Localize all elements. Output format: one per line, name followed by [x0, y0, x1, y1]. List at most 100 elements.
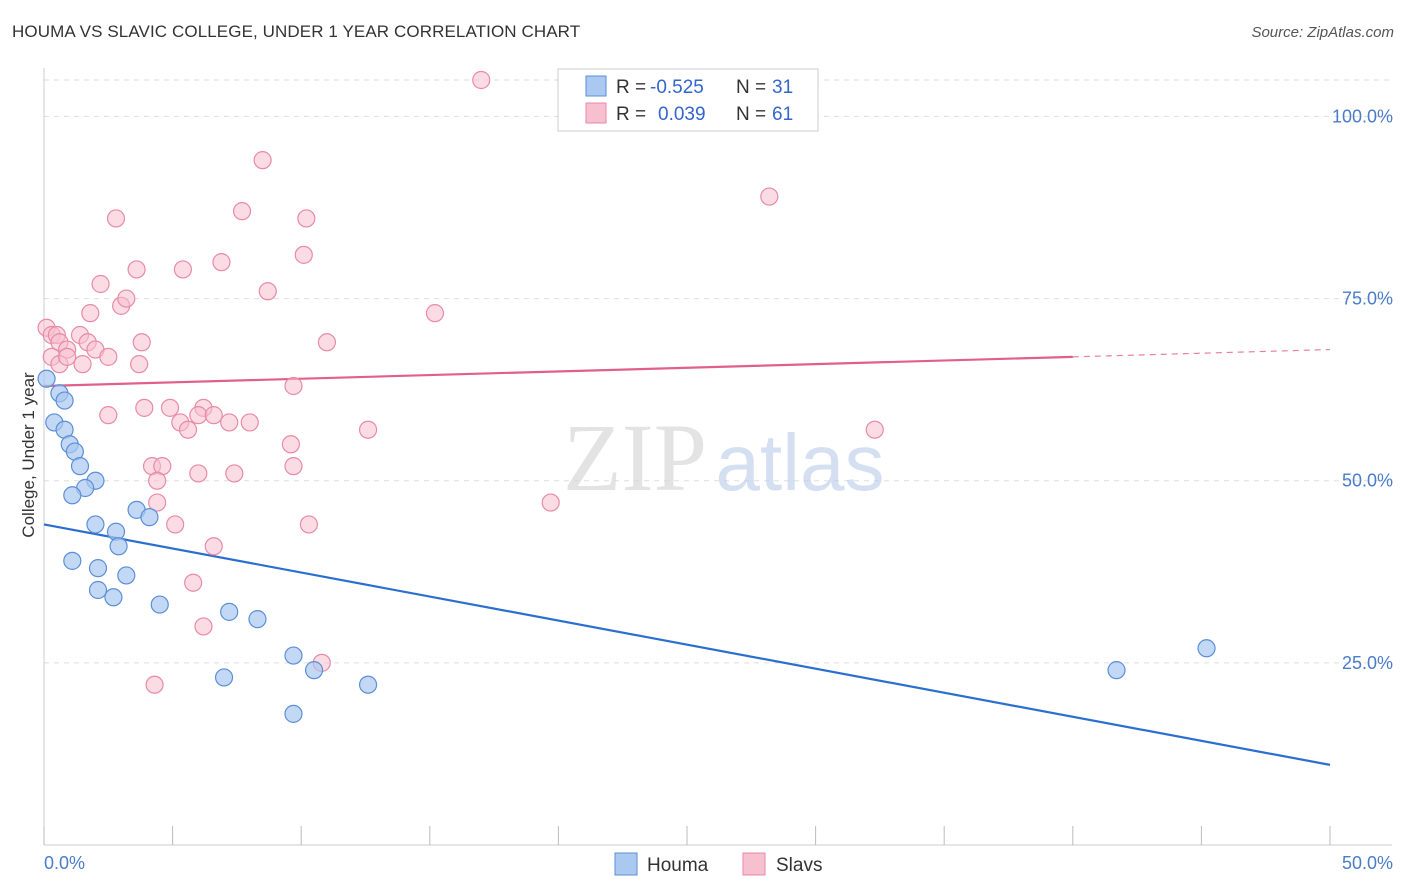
watermark-zip: ZIP: [563, 404, 707, 511]
slavs-point: [204, 537, 223, 556]
data-points: [37, 70, 1216, 723]
houma-point: [1107, 661, 1126, 680]
slavs-point: [189, 464, 208, 483]
houma-point: [214, 668, 234, 687]
watermark-atlas: atlas: [716, 418, 885, 507]
bottom-legend-swatch-slavs: [742, 852, 766, 876]
grid-lines: [44, 79, 1392, 664]
stats-legend: R = -0.525 N = 31 R = 0.039 N = 61: [557, 68, 819, 132]
axes: 25.0% 50.0% 75.0% 100.0% 0.0% 50.0%: [43, 68, 1393, 873]
legend-swatch-houma: [585, 75, 607, 97]
houma-point: [117, 566, 136, 585]
houma-point: [63, 551, 82, 570]
slavs-point: [541, 493, 560, 512]
houma-point: [70, 457, 90, 476]
slavs-point: [253, 151, 272, 170]
slavs-point: [99, 406, 118, 425]
slavs-point: [220, 413, 239, 432]
legend-n-value-houma: 31: [772, 77, 793, 98]
slavs-trend-line: [43, 355, 1073, 388]
legend-r-label-houma: R =: [616, 77, 646, 98]
houma-point: [358, 675, 378, 694]
legend-r-label-slavs: R =: [616, 104, 646, 125]
slavs-point: [145, 675, 164, 694]
houma-point: [109, 537, 128, 556]
houma-point: [150, 595, 169, 614]
slavs-point: [166, 515, 185, 534]
bottom-legend-swatch-houma: [614, 852, 638, 876]
y-tick-label: 100.0%: [1332, 106, 1393, 126]
slavs-point: [194, 617, 213, 636]
houma-point: [284, 646, 303, 665]
houma-point: [248, 610, 267, 629]
houma-point: [86, 515, 105, 534]
slavs-point: [91, 274, 110, 294]
slavs-point: [178, 420, 198, 439]
chart-title: HOUMA VS SLAVIC COLLEGE, UNDER 1 YEAR CO…: [12, 22, 581, 41]
houma-point: [140, 508, 159, 527]
y-tick-label: 25.0%: [1342, 653, 1393, 673]
y-tick-label: 50.0%: [1342, 471, 1393, 491]
slavs-point: [225, 464, 244, 483]
slavs-point: [294, 245, 313, 264]
slavs-point: [189, 406, 208, 425]
slavs-point: [212, 253, 231, 272]
houma-point: [55, 391, 74, 410]
slavs-point: [284, 376, 303, 396]
legend-r-value-slavs: 0.039: [658, 104, 706, 125]
slavs-point: [240, 413, 259, 432]
slavs-point: [106, 209, 126, 228]
slavs-point: [58, 347, 77, 366]
slavs-point: [258, 282, 277, 301]
houma-point: [63, 486, 82, 505]
slavs-point: [160, 398, 180, 417]
series-legend: Houma Slavs: [614, 852, 822, 876]
slavs-point: [148, 493, 167, 512]
slavs-point: [135, 398, 154, 417]
houma-point: [88, 580, 108, 600]
houma-point: [104, 588, 123, 607]
slavs-trend-line-extrapolated: [1072, 348, 1331, 358]
slavs-point: [284, 457, 303, 476]
houma-point: [88, 559, 108, 578]
legend-r-value-houma: -0.525: [650, 77, 704, 98]
slavs-point: [760, 187, 779, 206]
slavs-point: [297, 209, 316, 228]
houma-point: [220, 602, 239, 621]
slavs-point: [317, 333, 337, 352]
houma-point: [37, 369, 56, 388]
slavs-point: [425, 304, 445, 323]
bottom-legend-label-slavs: Slavs: [776, 855, 822, 876]
legend-n-value-slavs: 61: [772, 104, 793, 125]
slavs-point: [81, 304, 100, 323]
y-axis-label: College, Under 1 year: [19, 372, 38, 538]
houma-point: [1197, 639, 1216, 658]
slavs-point: [127, 260, 146, 279]
slavs-point: [204, 406, 223, 425]
slavs-point: [232, 202, 252, 221]
houma-trend-line: [43, 523, 1331, 766]
trend-lines: [43, 348, 1331, 766]
slavs-point: [117, 289, 136, 308]
slavs-point: [148, 471, 167, 490]
legend-n-label-houma: N =: [736, 77, 766, 98]
slavs-point: [358, 420, 378, 439]
y-tick-label: 75.0%: [1342, 289, 1393, 309]
slavs-point: [130, 355, 149, 374]
bottom-legend-label-houma: Houma: [647, 855, 709, 876]
houma-point: [284, 704, 303, 723]
slavs-point: [99, 347, 118, 366]
legend-swatch-slavs: [585, 102, 607, 124]
x-tick-label-max: 50.0%: [1342, 853, 1393, 873]
slavs-point: [184, 573, 203, 592]
x-tick-label-min: 0.0%: [44, 853, 85, 873]
slavs-point: [281, 435, 301, 454]
slavs-point: [173, 260, 192, 279]
slavs-point: [472, 70, 491, 90]
legend-n-label-slavs: N =: [736, 104, 766, 125]
slavs-point: [73, 355, 92, 374]
slavs-point: [865, 420, 884, 439]
houma-point: [304, 661, 324, 680]
slavs-point: [132, 333, 151, 352]
